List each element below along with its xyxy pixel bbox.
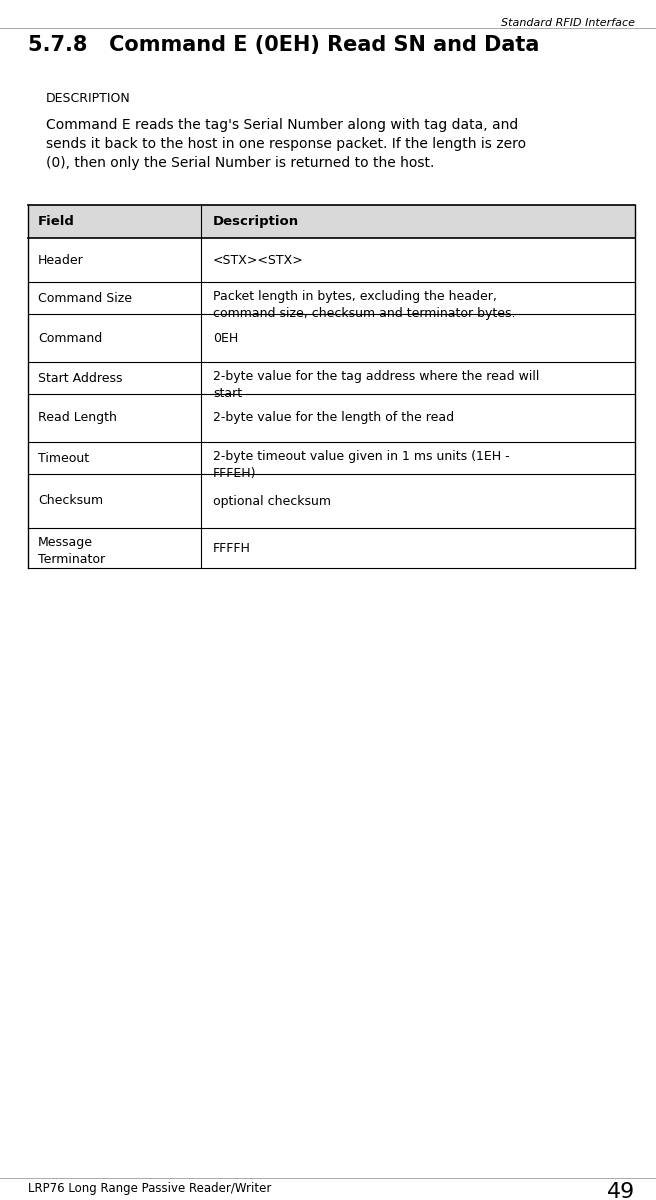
- Text: (0), then only the Serial Number is returned to the host.: (0), then only the Serial Number is retu…: [46, 156, 434, 170]
- Text: optional checksum: optional checksum: [213, 494, 331, 508]
- Text: Field: Field: [38, 215, 75, 228]
- Text: Checksum: Checksum: [38, 494, 103, 508]
- Bar: [28, 474, 635, 528]
- Bar: [28, 314, 635, 362]
- Text: Description: Description: [213, 215, 299, 228]
- Text: Read Length: Read Length: [38, 412, 117, 425]
- Bar: [28, 282, 635, 314]
- Text: FFFEH): FFFEH): [213, 467, 256, 480]
- Bar: [28, 238, 635, 282]
- Text: Terminator: Terminator: [38, 553, 105, 566]
- Text: Packet length in bytes, excluding the header,: Packet length in bytes, excluding the he…: [213, 290, 497, 302]
- Text: FFFFH: FFFFH: [213, 541, 251, 554]
- Text: 5.7.8   Command E (0EH) Read SN and Data: 5.7.8 Command E (0EH) Read SN and Data: [28, 35, 539, 55]
- Text: Timeout: Timeout: [38, 451, 89, 464]
- Text: Command Size: Command Size: [38, 292, 132, 305]
- Bar: [28, 205, 635, 238]
- Text: <STX><STX>: <STX><STX>: [213, 253, 304, 266]
- Text: DESCRIPTION: DESCRIPTION: [46, 92, 131, 104]
- Text: 2-byte value for the tag address where the read will: 2-byte value for the tag address where t…: [213, 370, 539, 383]
- Text: LRP76 Long Range Passive Reader/Writer: LRP76 Long Range Passive Reader/Writer: [28, 1182, 272, 1195]
- Bar: [28, 394, 635, 442]
- Text: 2-byte timeout value given in 1 ms units (1EH -: 2-byte timeout value given in 1 ms units…: [213, 450, 510, 463]
- Bar: [28, 528, 635, 568]
- Text: sends it back to the host in one response packet. If the length is zero: sends it back to the host in one respons…: [46, 137, 526, 151]
- Text: Command: Command: [38, 331, 102, 344]
- Text: 0EH: 0EH: [213, 331, 238, 344]
- Bar: [28, 442, 635, 474]
- Text: Command E reads the tag's Serial Number along with tag data, and: Command E reads the tag's Serial Number …: [46, 118, 518, 132]
- Bar: [28, 362, 635, 394]
- Text: Header: Header: [38, 253, 84, 266]
- Text: command size, checksum and terminator bytes.: command size, checksum and terminator by…: [213, 307, 516, 320]
- Text: start: start: [213, 386, 242, 400]
- Text: 49: 49: [607, 1182, 635, 1200]
- Text: 2-byte value for the length of the read: 2-byte value for the length of the read: [213, 412, 454, 425]
- Text: Standard RFID Interface: Standard RFID Interface: [501, 18, 635, 28]
- Text: Message: Message: [38, 536, 93, 550]
- Text: Start Address: Start Address: [38, 372, 123, 384]
